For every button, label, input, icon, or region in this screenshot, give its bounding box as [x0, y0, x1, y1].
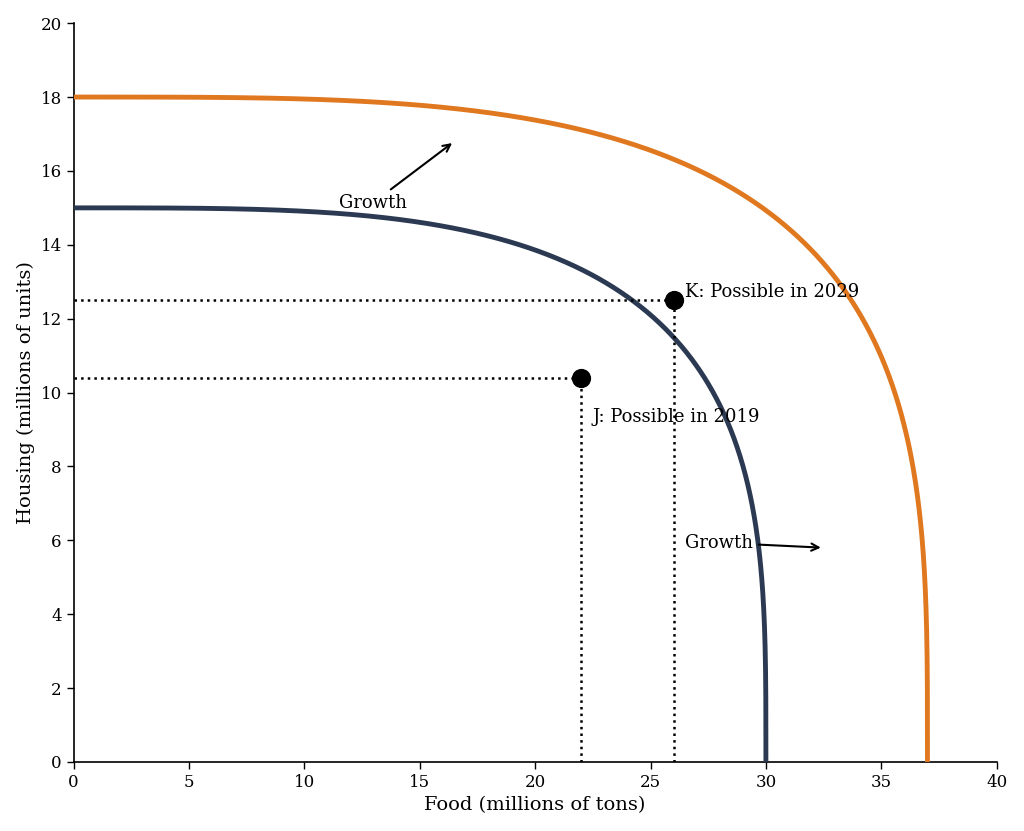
Text: K: Possible in 2029: K: Possible in 2029: [685, 283, 859, 301]
Point: [666, 293, 682, 307]
X-axis label: Food (millions of tons): Food (millions of tons): [424, 796, 646, 814]
Y-axis label: Housing (millions of units): Housing (millions of units): [16, 261, 35, 524]
Text: Growth: Growth: [685, 534, 818, 552]
Text: Growth: Growth: [339, 145, 451, 212]
Point: [573, 371, 590, 385]
Text: J: Possible in 2019: J: Possible in 2019: [593, 408, 760, 426]
